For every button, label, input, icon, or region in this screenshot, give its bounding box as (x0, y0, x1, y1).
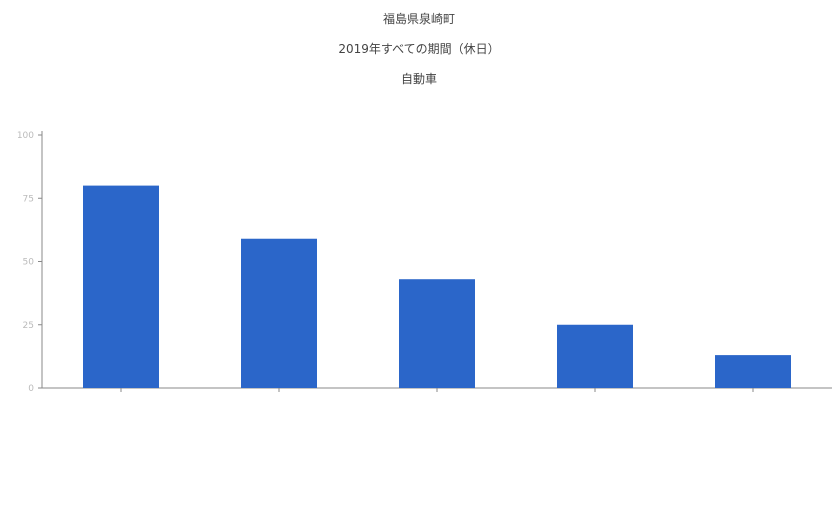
y-tick-label: 75 (23, 194, 34, 204)
bar (399, 279, 475, 388)
y-tick-label: 50 (23, 258, 35, 268)
y-tick-label: 0 (28, 384, 34, 394)
bar (241, 239, 317, 388)
bar (557, 325, 633, 388)
bar (715, 355, 791, 388)
y-tick-label: 25 (23, 321, 34, 331)
y-tick-label: 100 (17, 131, 34, 141)
bar (83, 186, 159, 388)
